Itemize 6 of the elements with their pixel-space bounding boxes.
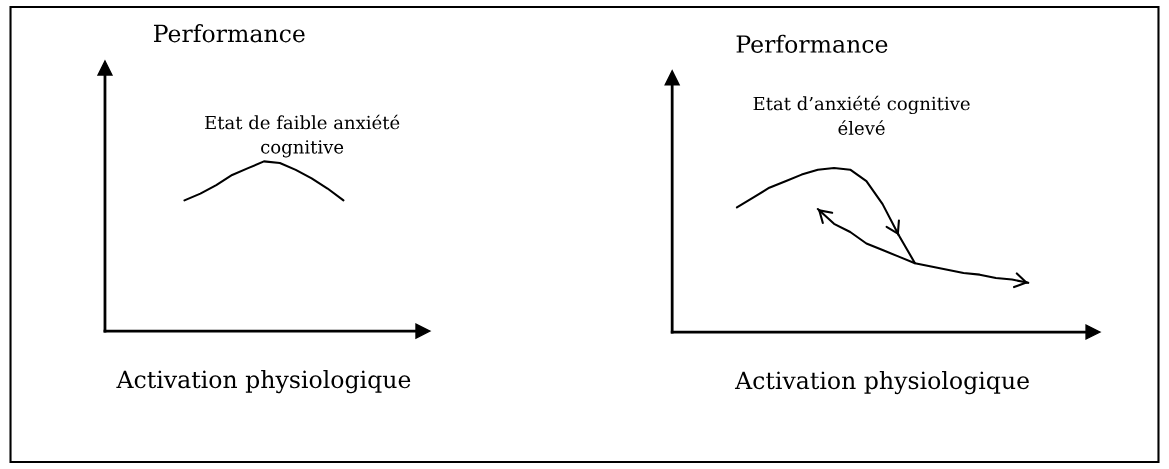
text: Etat d’anxiété cognitive élevé (753, 95, 970, 135)
text: Etat de faible anxiété cognitive (205, 114, 400, 158)
y-axis-title: Performance (153, 24, 305, 43)
x-axis-title: Activation physiologique (116, 370, 411, 394)
y-axis-title: Performance (736, 34, 888, 53)
x-axis-title: Activation physiologique (734, 370, 1029, 395)
